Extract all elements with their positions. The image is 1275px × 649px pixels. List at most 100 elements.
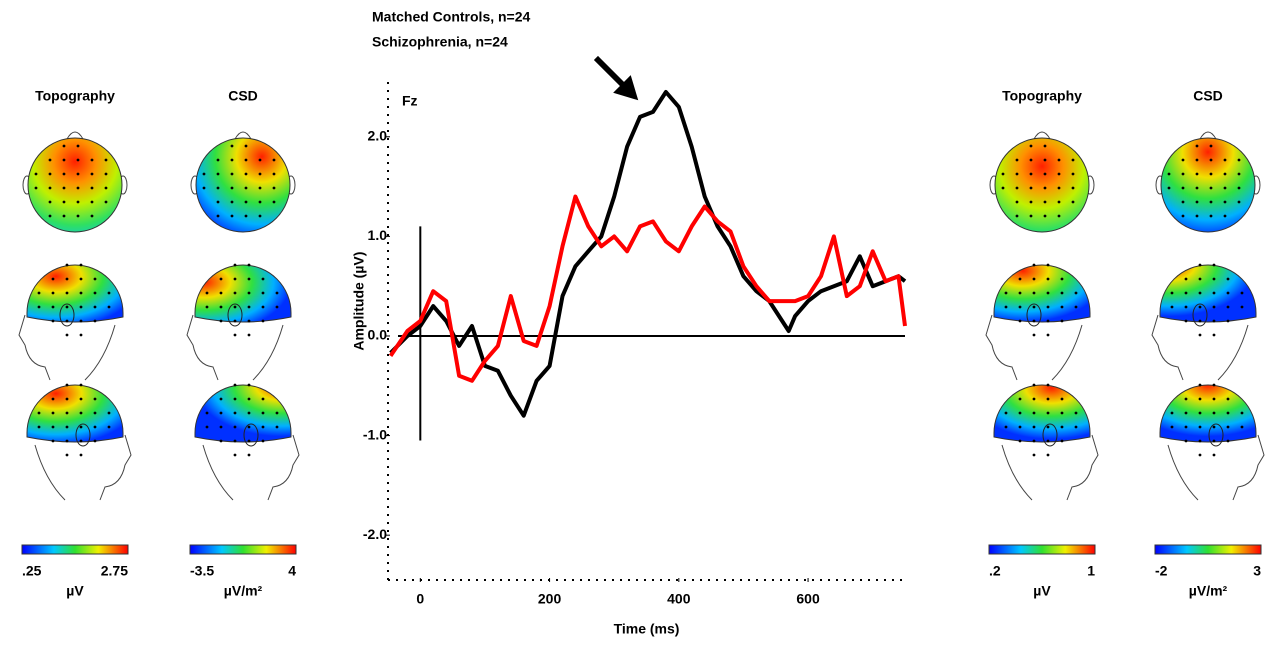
electrode — [79, 291, 83, 295]
electrode — [1198, 425, 1202, 429]
electrode — [1074, 411, 1078, 415]
electrode — [107, 305, 111, 309]
electrode — [1046, 291, 1050, 295]
electrode — [1032, 263, 1036, 267]
electrode — [37, 425, 41, 429]
electrode — [1198, 397, 1202, 401]
electrode — [1046, 383, 1050, 387]
electrode — [261, 397, 265, 401]
electrode — [76, 144, 80, 148]
electrode — [1074, 425, 1078, 429]
electrode — [1029, 186, 1033, 190]
electrode — [1212, 291, 1216, 295]
electrode — [219, 277, 223, 281]
electrode — [34, 186, 38, 190]
electrode — [219, 439, 223, 443]
series-line — [388, 194, 907, 383]
face-outline — [1151, 314, 1249, 381]
electrode — [48, 186, 52, 190]
arrow — [593, 55, 639, 101]
electrode — [104, 158, 108, 162]
electrode — [244, 172, 248, 176]
electrode — [90, 200, 94, 204]
electrode — [93, 305, 97, 309]
ear — [1026, 303, 1042, 327]
electrode — [261, 425, 265, 429]
electrode — [1167, 172, 1171, 176]
nose — [234, 131, 252, 140]
nose — [1033, 131, 1051, 140]
electrode — [65, 411, 69, 415]
electrode — [1046, 333, 1050, 337]
electrode — [62, 200, 66, 204]
electrode — [65, 291, 69, 295]
electrode — [275, 411, 279, 415]
colorbar-max-label: 3 — [1253, 563, 1261, 579]
electrode — [1198, 333, 1202, 337]
colorbar-min-label: -2 — [1155, 563, 1168, 579]
electrode — [1046, 263, 1050, 267]
electrode — [247, 411, 251, 415]
electrode — [1001, 172, 1005, 176]
colorbar — [1154, 544, 1262, 555]
nose — [66, 131, 84, 140]
electrode — [216, 186, 220, 190]
electrode — [62, 144, 66, 148]
electrode — [1212, 439, 1216, 443]
electrode — [1181, 200, 1185, 204]
electrode — [79, 305, 83, 309]
electrode — [51, 319, 55, 323]
electrode — [216, 200, 220, 204]
electrode — [37, 305, 41, 309]
y-tick-label: 1.0 — [368, 227, 388, 243]
electrode — [1046, 453, 1050, 457]
x-tick-label: 200 — [538, 591, 562, 607]
electrode — [247, 453, 251, 457]
electrode — [51, 305, 55, 309]
electrode — [1057, 158, 1061, 162]
electrode — [1237, 158, 1241, 162]
electrode — [1018, 439, 1022, 443]
electrode — [1195, 172, 1199, 176]
electrode — [233, 277, 237, 281]
electrode — [1060, 291, 1064, 295]
scalp-map — [26, 264, 124, 323]
electrode — [1046, 277, 1050, 281]
electrode — [1212, 453, 1216, 457]
electrode — [202, 172, 206, 176]
electrode — [1212, 383, 1216, 387]
electrode — [230, 186, 234, 190]
electrode — [1032, 397, 1036, 401]
electrode — [1046, 397, 1050, 401]
y-tick-label: 2.0 — [368, 127, 388, 143]
electrode — [1057, 214, 1061, 218]
electrode — [1237, 172, 1241, 176]
colorbar-min-label: -3.5 — [190, 563, 214, 579]
electrode — [1015, 200, 1019, 204]
electrode — [1181, 158, 1185, 162]
scalp-map — [1160, 137, 1256, 233]
electrode — [79, 277, 83, 281]
electrode — [93, 411, 97, 415]
electrode — [247, 277, 251, 281]
electrode — [1043, 200, 1047, 204]
x-axis-label: Time (ms) — [614, 621, 680, 637]
electrode — [1032, 291, 1036, 295]
electrode — [233, 291, 237, 295]
series-line — [389, 90, 907, 418]
electrode — [1029, 200, 1033, 204]
electrode — [1043, 214, 1047, 218]
electrode — [1029, 144, 1033, 148]
electrode — [1057, 186, 1061, 190]
electrode — [272, 186, 276, 190]
electrode — [1071, 200, 1075, 204]
colorbar — [189, 544, 297, 555]
electrode — [1057, 200, 1061, 204]
electrode — [1184, 277, 1188, 281]
electrode — [79, 439, 83, 443]
electrode — [79, 263, 83, 267]
electrode — [233, 319, 237, 323]
electrode — [1032, 383, 1036, 387]
electrode — [261, 291, 265, 295]
electrode — [1240, 305, 1244, 309]
